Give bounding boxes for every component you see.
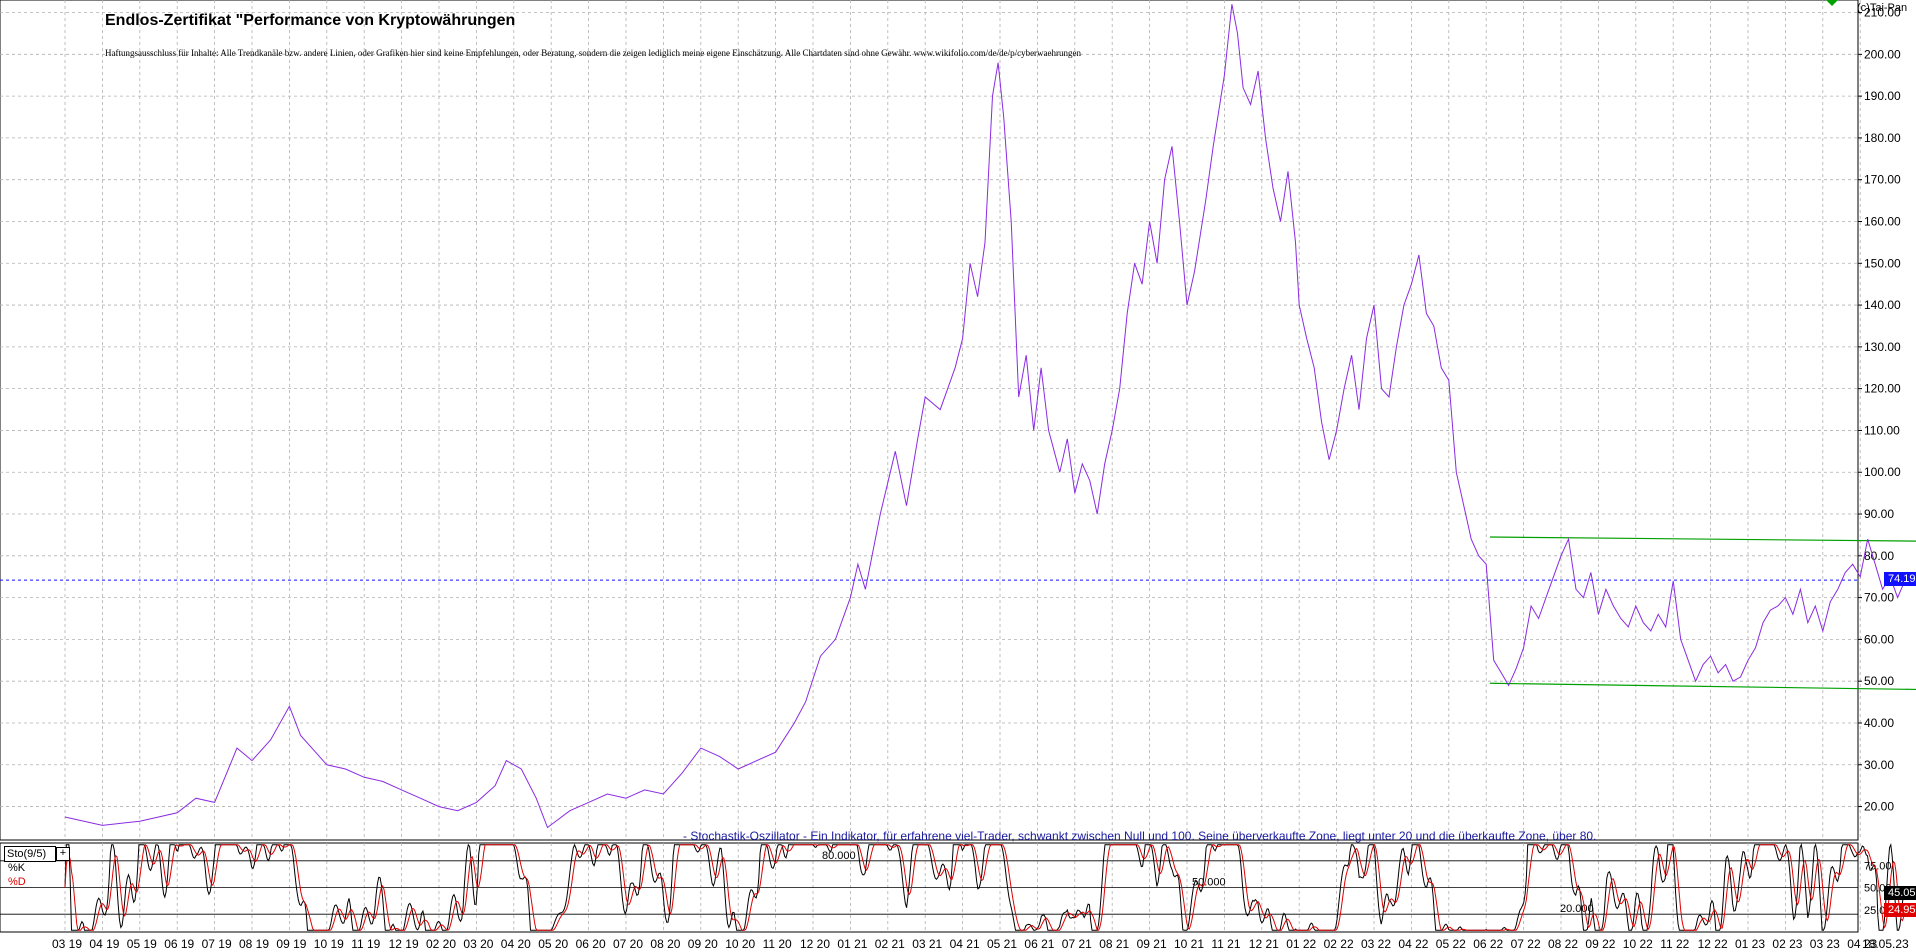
indicator-expand-icon[interactable]: +: [56, 847, 70, 861]
y-tick-label: 130.00: [1864, 340, 1901, 354]
x-tick-label: 12 20: [800, 937, 830, 951]
x-tick-label: 07 19: [202, 937, 232, 951]
x-tick-label: 11 19: [351, 937, 380, 951]
x-tick-label: 01 22: [1286, 937, 1316, 951]
x-tick-label: 10 19: [314, 937, 344, 951]
x-tick-label: 03 20: [463, 937, 493, 951]
x-tick-label: 07 22: [1511, 937, 1541, 951]
x-tick-label: 02 23: [1772, 937, 1802, 951]
x-tick-label: 11 22: [1660, 937, 1689, 951]
oscillator-level-label: 80.000: [822, 850, 856, 862]
chart-title: Endlos-Zertifikat "Performance von Krypt…: [105, 12, 516, 29]
y-tick-label: 60.00: [1864, 632, 1894, 646]
x-tick-label: 08 21: [1099, 937, 1129, 951]
y-tick-label: 40.00: [1864, 716, 1894, 730]
x-tick-label: 11 20: [763, 937, 792, 951]
green-marker-icon: [1826, 0, 1838, 6]
y-tick-label: 90.00: [1864, 507, 1894, 521]
x-tick-label: 09 20: [688, 937, 718, 951]
x-tick-label: 06 22: [1473, 937, 1503, 951]
last-date-label: 18.05.23: [1862, 937, 1909, 951]
x-tick-label: 06 19: [164, 937, 194, 951]
last-price-tag: 74.19: [1884, 572, 1916, 586]
x-tick-label: 07 21: [1062, 937, 1092, 951]
y-tick-label: 140.00: [1864, 298, 1901, 312]
y-tick-label: 180.00: [1864, 131, 1901, 145]
y-tick-label: 190.00: [1864, 89, 1901, 103]
y-tick-label: 160.00: [1864, 214, 1901, 228]
indicator-name-box[interactable]: Sto(9/5): [4, 846, 56, 862]
oscillator-note: - Stochastik-Oszillator - Ein Indikator,…: [683, 829, 1597, 843]
x-tick-label: 10 20: [725, 937, 755, 951]
x-tick-label: 04 22: [1398, 937, 1428, 951]
y-tick-label: 100.00: [1864, 465, 1901, 479]
x-tick-label: 05 19: [127, 937, 157, 951]
disclaimer-text: Haftungsausschluss für Inhalte: Alle Tre…: [105, 48, 1082, 58]
x-tick-label: 04 21: [950, 937, 980, 951]
copyright-label: (c)Tai-Pan: [1857, 2, 1908, 14]
x-tick-label: 05 22: [1436, 937, 1466, 951]
x-tick-label: 09 22: [1585, 937, 1615, 951]
y-tick-label: 210.00: [1864, 6, 1901, 20]
x-tick-label: 09 19: [276, 937, 306, 951]
y-tick-label: 170.00: [1864, 173, 1901, 187]
y-tick-label: 80.00: [1864, 549, 1894, 563]
x-tick-label: 09 21: [1137, 937, 1167, 951]
x-tick-label: 01 23: [1735, 937, 1765, 951]
y-tick-label: 110.00: [1864, 423, 1900, 437]
x-tick-label: 03 19: [52, 937, 82, 951]
chart-grid: [0, 0, 1861, 933]
x-tick-label: 08 22: [1548, 937, 1578, 951]
x-tick-label: 03 23: [1810, 937, 1840, 951]
x-tick-label: 05 21: [987, 937, 1017, 951]
x-tick-label: 08 20: [650, 937, 680, 951]
x-tick-label: 10 21: [1174, 937, 1204, 951]
indicator-name: Sto(9/5): [7, 848, 47, 860]
y-tick-label: 50.00: [1864, 674, 1894, 688]
x-tick-label: 08 19: [239, 937, 269, 951]
x-tick-label: 03 22: [1361, 937, 1391, 951]
stochastic-k-line: [64, 842, 1906, 931]
d-value-tag: 24.950: [1884, 903, 1916, 917]
x-tick-label: 10 22: [1623, 937, 1653, 951]
price-y-axis: 20.00 30.00 40.00 50.00 60.00 70.00 80.00 90.00…: [1858, 6, 1901, 814]
x-tick-label: 12 19: [389, 937, 419, 951]
channel-line: [1489, 682, 1916, 691]
channel-line: [1489, 536, 1916, 542]
y-tick-label: 70.00: [1864, 591, 1894, 605]
y-tick-label: 20.00: [1864, 800, 1894, 814]
x-tick-label: 02 22: [1324, 937, 1354, 951]
y-tick-label: 30.00: [1864, 758, 1894, 772]
x-tick-label: 12 22: [1698, 937, 1728, 951]
x-tick-label: 01 21: [837, 937, 867, 951]
legend-k: %K: [8, 862, 26, 874]
price-panel-frame: [0, 0, 1859, 841]
y-tick-label: 200.00: [1864, 47, 1901, 61]
k-value-tag: 45.051: [1884, 886, 1916, 900]
y-tick-label: 120.00: [1864, 382, 1901, 396]
oscillator-y-tick-label: 75.00: [1864, 860, 1892, 872]
oscillator-level-label: 20.000: [1560, 903, 1594, 915]
y-tick-label: 150.00: [1864, 256, 1901, 270]
stochastic-d-line: [64, 843, 1906, 931]
x-tick-label: 06 20: [576, 937, 606, 951]
x-tick-label: 11 21: [1211, 937, 1240, 951]
x-tick-label: 04 23: [1847, 937, 1877, 951]
x-tick-label: 07 20: [613, 937, 643, 951]
x-tick-label: 04 19: [89, 937, 119, 951]
x-tick-label: 02 20: [426, 937, 456, 951]
x-tick-label: 03 21: [912, 937, 942, 951]
x-tick-label: 04 20: [501, 937, 531, 951]
x-tick-label: 12 21: [1249, 937, 1279, 951]
price-series-line: [64, 4, 1906, 829]
date-x-axis: 03 19 04 19 05 19 06 19 07 19 08 19 09 19 10 19…: [52, 937, 1909, 951]
x-tick-label: 05 20: [538, 937, 568, 951]
legend-d: %D: [8, 876, 26, 888]
trend-channel: [1489, 536, 1916, 691]
x-tick-label: 02 21: [875, 937, 905, 951]
x-tick-label: 06 21: [1024, 937, 1054, 951]
